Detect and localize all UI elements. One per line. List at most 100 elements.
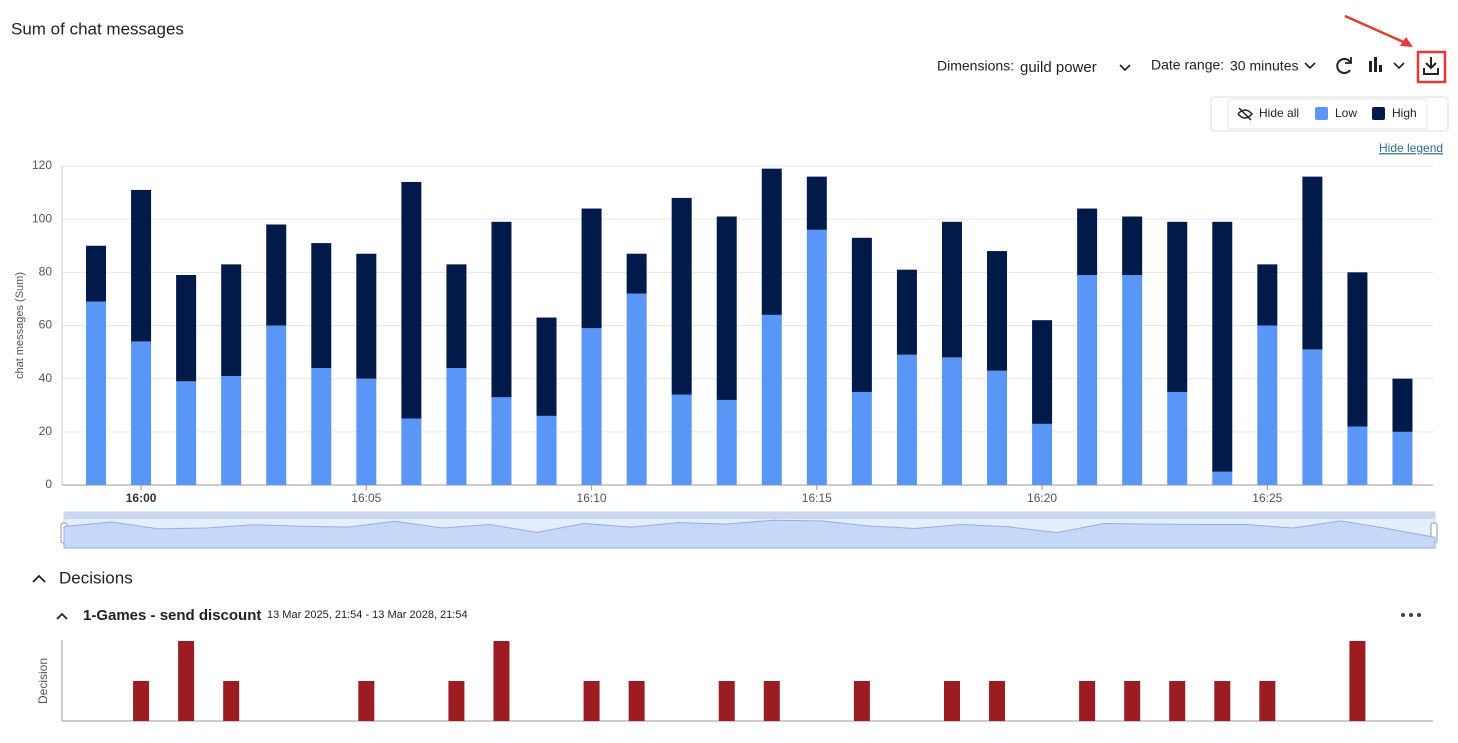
dropdown-icon[interactable] bbox=[1304, 62, 1316, 70]
legend-swatch[interactable] bbox=[1372, 107, 1385, 120]
bar-segment bbox=[941, 221, 962, 358]
bar-segment bbox=[806, 176, 827, 230]
bar-segment bbox=[851, 391, 872, 485]
y-tick-label: 40 bbox=[39, 371, 53, 385]
hide-all-icon[interactable] bbox=[1237, 107, 1253, 121]
more-menu[interactable] bbox=[1401, 613, 1421, 617]
x-tick-label: 16:25 bbox=[1252, 491, 1282, 505]
bar-segment bbox=[356, 378, 377, 485]
bar-segment bbox=[1212, 471, 1233, 485]
decision-bar bbox=[853, 681, 870, 721]
x-tick-label: 16:15 bbox=[802, 491, 832, 505]
refresh-button[interactable] bbox=[1336, 57, 1352, 74]
y-tick-label: 100 bbox=[32, 211, 52, 225]
dimensions-label: Dimensions: bbox=[937, 58, 1014, 74]
decision-title: 1-Games - send discount bbox=[83, 607, 261, 624]
bar-segment bbox=[266, 224, 287, 326]
bar-segment bbox=[941, 357, 962, 485]
date-range-select[interactable]: 30 minutes bbox=[1230, 58, 1298, 74]
download-button[interactable] bbox=[1423, 57, 1439, 75]
bar-segment bbox=[1347, 272, 1368, 427]
x-tick-label: 16:00 bbox=[126, 491, 157, 505]
decision-bar bbox=[943, 681, 960, 721]
decision-bar bbox=[1259, 681, 1276, 721]
bar-segment bbox=[401, 181, 422, 419]
decision-bar bbox=[358, 681, 375, 721]
bar-segment bbox=[716, 399, 737, 485]
bar-segment bbox=[761, 314, 782, 485]
bar-segment bbox=[1167, 391, 1188, 485]
collapse-icon[interactable] bbox=[56, 612, 68, 620]
decision-bar bbox=[1079, 681, 1096, 721]
dropdown-icon[interactable] bbox=[1119, 64, 1131, 72]
bar-segment bbox=[1167, 221, 1188, 392]
bar-segment bbox=[581, 208, 602, 329]
bar-segment bbox=[401, 418, 422, 485]
legend-label[interactable]: Low bbox=[1335, 106, 1357, 120]
date-range-label: Date range: bbox=[1151, 57, 1224, 73]
hide-all-button[interactable]: Hide all bbox=[1259, 106, 1299, 120]
bar-segment bbox=[1392, 431, 1413, 485]
decision-bar bbox=[493, 641, 510, 721]
y-tick-label: 0 bbox=[45, 477, 52, 491]
decision-bar bbox=[448, 681, 465, 721]
decision-bar bbox=[133, 681, 150, 721]
decision-bar bbox=[583, 681, 600, 721]
decision-bar bbox=[628, 681, 645, 721]
x-tick-label: 16:20 bbox=[1027, 491, 1057, 505]
bar-segment bbox=[671, 197, 692, 395]
bar-segment bbox=[1212, 221, 1233, 472]
dropdown-icon[interactable] bbox=[1393, 62, 1405, 70]
bar-segment bbox=[626, 293, 647, 485]
bar-segment bbox=[1122, 216, 1143, 275]
decision-bar bbox=[1214, 681, 1231, 721]
decision-bar bbox=[1349, 641, 1366, 721]
y-tick-label: 80 bbox=[39, 265, 53, 279]
legend-swatch[interactable] bbox=[1315, 107, 1328, 120]
bar-segment bbox=[626, 253, 647, 294]
y-tick-label: 60 bbox=[39, 318, 53, 332]
bar-segment bbox=[491, 221, 512, 398]
bar-segment bbox=[716, 216, 737, 400]
bar-segment bbox=[1077, 208, 1098, 275]
legend-label[interactable]: High bbox=[1392, 106, 1417, 120]
decision-bar bbox=[178, 641, 195, 721]
chart-type-button[interactable] bbox=[1369, 57, 1382, 72]
decision-bar bbox=[1169, 681, 1186, 721]
bar-segment bbox=[987, 251, 1008, 371]
decision-bar bbox=[989, 681, 1006, 721]
bar-segment bbox=[987, 370, 1008, 485]
bar-segment bbox=[536, 317, 557, 416]
bar-segment bbox=[311, 368, 332, 485]
bar-segment bbox=[176, 274, 197, 382]
bar-segment bbox=[491, 397, 512, 485]
decision-bar bbox=[1124, 681, 1141, 721]
decision-dates: 13 Mar 2025, 21:54 - 13 Mar 2028, 21:54 bbox=[267, 609, 468, 621]
navigator-scrollbar[interactable] bbox=[64, 512, 1435, 519]
decision-axis-label: Decision bbox=[36, 658, 50, 704]
x-tick-label: 16:05 bbox=[351, 491, 381, 505]
bar-segment bbox=[311, 243, 332, 369]
decision-bar bbox=[223, 681, 240, 721]
bar-segment bbox=[266, 325, 287, 485]
collapse-icon[interactable] bbox=[32, 574, 46, 583]
y-tick-label: 120 bbox=[32, 158, 52, 172]
y-axis-label: chat messages (Sum) bbox=[14, 272, 26, 379]
bar-segment bbox=[1347, 426, 1368, 485]
hide-legend-link[interactable]: Hide legend bbox=[1379, 141, 1443, 155]
bar-segment bbox=[851, 237, 872, 392]
bar-segment bbox=[581, 328, 602, 485]
bar-segment bbox=[806, 229, 827, 485]
bar-segment bbox=[446, 368, 467, 485]
bar-segment bbox=[1392, 378, 1413, 432]
bar-segment bbox=[1032, 320, 1053, 424]
bar-segment bbox=[1077, 274, 1098, 485]
dimensions-select[interactable]: guild power bbox=[1020, 59, 1097, 76]
y-tick-label: 20 bbox=[39, 424, 53, 438]
chart-title: Sum of chat messages bbox=[11, 19, 184, 38]
x-tick-label: 16:10 bbox=[577, 491, 607, 505]
bar-segment bbox=[896, 354, 917, 485]
bar-segment bbox=[131, 341, 152, 485]
bar-segment bbox=[221, 376, 242, 485]
bar-segment bbox=[1122, 274, 1143, 485]
